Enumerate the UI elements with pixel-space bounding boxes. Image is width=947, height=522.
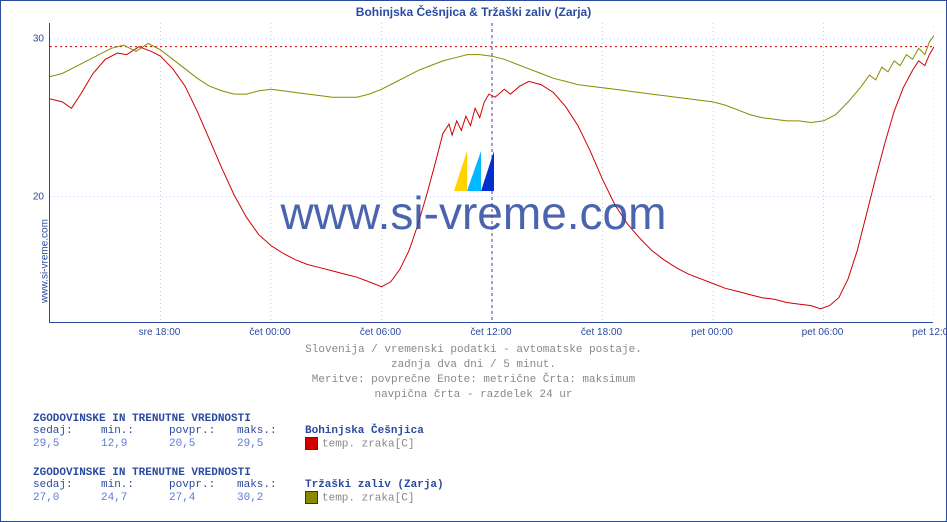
stats-header: ZGODOVINSKE IN TRENUTNE VREDNOSTI — [33, 413, 430, 425]
stats-label-avg: povpr.: — [169, 479, 237, 491]
stats-label-now: sedaj: — [33, 479, 101, 491]
stats-block-1: ZGODOVINSKE IN TRENUTNE VREDNOSTI sedaj:… — [33, 413, 430, 450]
chart-title: Bohinjska Češnjica & Tržaški zaliv (Zarj… — [1, 5, 946, 19]
stats-label-max: maks.: — [237, 479, 305, 491]
stats-label-min: min.: — [101, 479, 169, 491]
watermark-logo — [454, 151, 494, 191]
y-tick: 30 — [33, 33, 44, 44]
y-tick: 20 — [33, 191, 44, 202]
x-tick: čet 06:00 — [360, 327, 401, 338]
stats-series-name: Bohinjska Češnjica — [305, 425, 430, 437]
stats-val-min: 12,9 — [101, 437, 169, 450]
x-tick: pet 06:00 — [802, 327, 844, 338]
stats-label-min: min.: — [101, 425, 169, 437]
stats-header: ZGODOVINSKE IN TRENUTNE VREDNOSTI — [33, 467, 450, 479]
series-swatch — [305, 437, 318, 450]
stats-val-now: 29,5 — [33, 437, 101, 450]
x-tick: sre 18:00 — [139, 327, 181, 338]
stats-label-avg: povpr.: — [169, 425, 237, 437]
stats-val-avg: 27,4 — [169, 491, 237, 504]
x-tick: čet 18:00 — [581, 327, 622, 338]
subtitle-line-1: Slovenija / vremenski podatki - avtomats… — [1, 343, 946, 358]
x-tick: čet 12:00 — [470, 327, 511, 338]
subtitle-line-2: zadnja dva dni / 5 minut. — [1, 358, 946, 373]
subtitle-line-4: navpična črta - razdelek 24 ur — [1, 388, 946, 403]
x-tick: čet 00:00 — [249, 327, 290, 338]
stats-val-avg: 20,5 — [169, 437, 237, 450]
series-swatch — [305, 491, 318, 504]
stats-val-min: 24,7 — [101, 491, 169, 504]
stats-legend-label: temp. zraka[C] — [322, 492, 414, 504]
stats-label-max: maks.: — [237, 425, 305, 437]
stats-label-now: sedaj: — [33, 425, 101, 437]
stats-block-2: ZGODOVINSKE IN TRENUTNE VREDNOSTI sedaj:… — [33, 467, 450, 504]
stats-val-max: 30,2 — [237, 491, 305, 504]
subtitle-line-3: Meritve: povprečne Enote: metrične Črta:… — [1, 373, 946, 388]
stats-series-name: Tržaški zaliv (Zarja) — [305, 479, 450, 491]
x-tick: pet 00:00 — [691, 327, 733, 338]
stats-legend-label: temp. zraka[C] — [322, 438, 414, 450]
x-tick: pet 12:00 — [912, 327, 947, 338]
stats-val-max: 29,5 — [237, 437, 305, 450]
stats-val-now: 27,0 — [33, 491, 101, 504]
